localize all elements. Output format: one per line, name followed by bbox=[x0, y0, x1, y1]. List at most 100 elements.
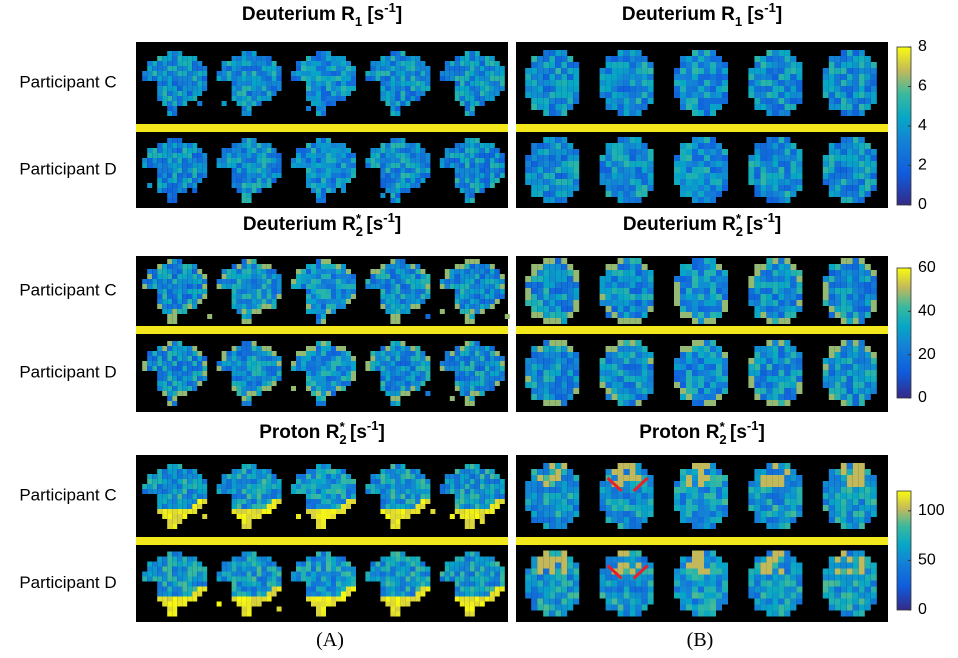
voxel bbox=[336, 356, 341, 361]
voxel bbox=[692, 92, 698, 98]
voxel bbox=[400, 567, 405, 572]
voxel bbox=[567, 352, 573, 358]
voxel bbox=[172, 101, 177, 106]
voxel bbox=[865, 288, 871, 294]
voxel bbox=[237, 602, 242, 607]
voxel bbox=[420, 61, 425, 66]
voxel bbox=[823, 276, 829, 282]
voxel bbox=[232, 582, 237, 587]
voxel bbox=[405, 577, 410, 582]
voxel bbox=[321, 183, 326, 188]
voxel bbox=[311, 499, 316, 504]
voxel bbox=[306, 86, 311, 91]
voxel bbox=[351, 366, 356, 371]
voxel bbox=[853, 92, 859, 98]
voxel bbox=[567, 161, 573, 167]
voxel bbox=[311, 376, 316, 381]
voxel bbox=[182, 168, 187, 173]
voxel bbox=[543, 346, 549, 352]
brain-slice bbox=[525, 137, 579, 203]
voxel bbox=[252, 464, 257, 469]
voxel bbox=[766, 62, 772, 68]
voxel bbox=[390, 314, 395, 319]
voxel bbox=[182, 309, 187, 314]
voxel bbox=[525, 370, 531, 376]
voxel bbox=[555, 288, 561, 294]
voxel bbox=[698, 270, 704, 276]
voxel bbox=[395, 489, 400, 494]
voxel bbox=[277, 279, 282, 284]
voxel bbox=[460, 577, 465, 582]
voxel bbox=[306, 168, 311, 173]
voxel bbox=[415, 361, 420, 366]
voxel bbox=[232, 304, 237, 309]
voxel bbox=[573, 98, 579, 104]
voxel bbox=[561, 179, 567, 185]
voxel bbox=[716, 288, 722, 294]
voxel bbox=[835, 68, 841, 74]
voxel bbox=[475, 371, 480, 376]
voxel bbox=[704, 382, 710, 388]
voxel bbox=[567, 370, 573, 376]
voxel bbox=[242, 592, 247, 597]
voxel bbox=[311, 274, 316, 279]
voxel bbox=[331, 294, 336, 299]
voxel bbox=[543, 400, 549, 406]
voxel bbox=[686, 276, 692, 282]
voxel bbox=[306, 356, 311, 361]
voxel bbox=[351, 376, 356, 381]
voxel bbox=[841, 312, 847, 318]
voxel bbox=[624, 110, 630, 116]
voxel bbox=[555, 264, 561, 270]
voxel bbox=[549, 288, 555, 294]
voxel bbox=[257, 153, 262, 158]
voxel bbox=[311, 346, 316, 351]
voxel bbox=[790, 364, 796, 370]
voxel bbox=[549, 155, 555, 161]
voxel bbox=[784, 364, 790, 370]
voxel bbox=[400, 489, 405, 494]
voxel bbox=[247, 572, 252, 577]
voxel bbox=[460, 602, 465, 607]
voxel bbox=[385, 91, 390, 96]
voxel bbox=[561, 167, 567, 173]
voxel bbox=[754, 104, 760, 110]
voxel bbox=[346, 158, 351, 163]
voxel bbox=[445, 484, 450, 489]
voxel bbox=[698, 161, 704, 167]
voxel bbox=[267, 469, 272, 474]
colorbar bbox=[897, 268, 911, 398]
voxel bbox=[835, 388, 841, 394]
voxel bbox=[395, 183, 400, 188]
voxel bbox=[445, 567, 450, 572]
voxel bbox=[296, 279, 301, 284]
voxel bbox=[450, 484, 455, 489]
brain-slice bbox=[823, 50, 877, 116]
voxel bbox=[420, 76, 425, 81]
voxel bbox=[561, 270, 567, 276]
voxel bbox=[618, 179, 624, 185]
voxel bbox=[390, 381, 395, 386]
voxel bbox=[247, 479, 252, 484]
voxel bbox=[624, 352, 630, 358]
voxel bbox=[470, 557, 475, 562]
voxel bbox=[415, 494, 420, 499]
voxel bbox=[480, 96, 485, 101]
voxel bbox=[405, 96, 410, 101]
voxel bbox=[341, 76, 346, 81]
voxel bbox=[636, 288, 642, 294]
voxel bbox=[267, 479, 272, 484]
voxel bbox=[247, 499, 252, 504]
voxel bbox=[405, 489, 410, 494]
voxel bbox=[567, 306, 573, 312]
voxel bbox=[395, 269, 400, 274]
voxel bbox=[460, 509, 465, 514]
voxel bbox=[784, 258, 790, 264]
voxel bbox=[157, 376, 162, 381]
voxel bbox=[704, 358, 710, 364]
voxel bbox=[390, 376, 395, 381]
voxel bbox=[561, 318, 567, 324]
voxel bbox=[772, 179, 778, 185]
voxel bbox=[555, 50, 561, 56]
voxel bbox=[321, 96, 326, 101]
